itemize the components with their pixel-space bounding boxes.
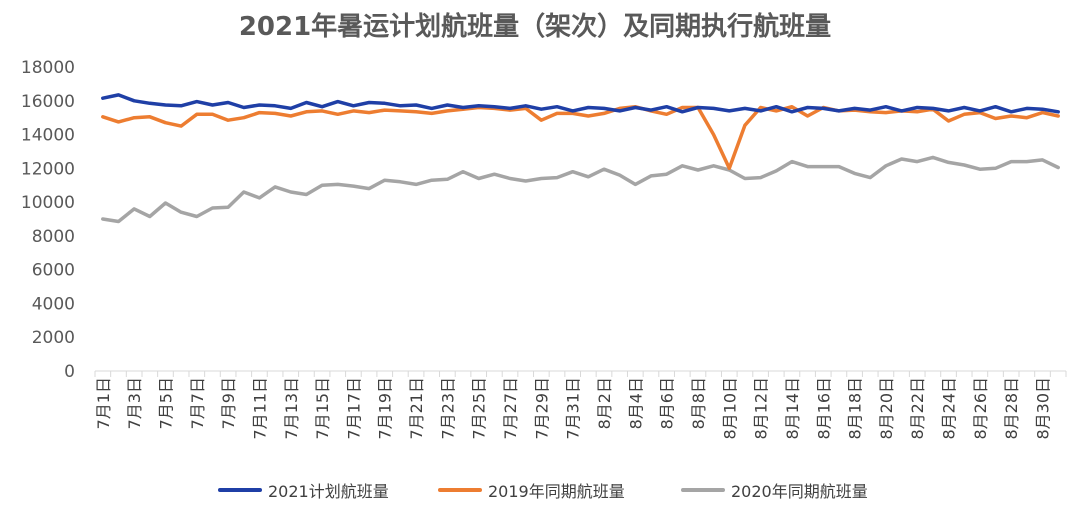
y-tick-label: 18000 <box>21 58 75 78</box>
x-tick-label: 8月20日 <box>877 377 896 440</box>
x-tick-label: 7月25日 <box>470 377 489 440</box>
legend-label-2020: 2020年同期航班量 <box>731 482 868 501</box>
x-tick-label: 8月28日 <box>1002 377 1021 440</box>
x-tick-label: 7月15日 <box>313 377 332 440</box>
x-tick-label: 8月4日 <box>626 377 645 429</box>
legend-swatch-2019 <box>438 488 482 492</box>
x-tick-label: 7月17日 <box>344 377 363 440</box>
x-tick-label: 7月19日 <box>376 377 395 440</box>
legend-swatch-2020 <box>681 488 725 492</box>
legend-item-2020: 2020年同期航班量 <box>681 478 868 502</box>
x-tick-label: 8月26日 <box>971 377 990 440</box>
y-tick-label: 4000 <box>32 294 75 314</box>
legend-item-2019: 2019年同期航班量 <box>438 478 625 502</box>
series-line-1 <box>101 104 1060 171</box>
x-tick-label: 7月27日 <box>501 377 520 440</box>
legend-swatch-2021 <box>218 488 262 492</box>
x-axis-ticks <box>94 371 1067 377</box>
x-tick-label: 8月12日 <box>752 377 771 440</box>
x-tick-label: 8月16日 <box>814 377 833 440</box>
y-axis-labels: 0 2000 4000 6000 8000 10000 12000 14000 16000 180… <box>21 58 75 382</box>
x-tick-label: 8月8日 <box>689 377 708 429</box>
series-line-0 <box>101 93 1060 114</box>
x-tick-label: 8月10日 <box>720 377 739 440</box>
x-tick-label: 8月30日 <box>1034 377 1053 440</box>
x-tick-label: 8月14日 <box>783 377 802 440</box>
x-tick-label: 7月5日 <box>156 377 175 429</box>
x-tick-label: 7月1日 <box>94 377 113 429</box>
y-tick-label: 2000 <box>32 328 75 348</box>
x-tick-label: 8月6日 <box>658 377 677 429</box>
x-tick-label: 7月31日 <box>564 377 583 440</box>
x-tick-label: 8月2日 <box>595 377 614 429</box>
x-tick-label: 8月24日 <box>940 377 959 440</box>
x-tick-label: 7月29日 <box>532 377 551 440</box>
x-tick-label: 7月13日 <box>282 377 301 440</box>
y-tick-label: 8000 <box>32 227 75 247</box>
legend-item-2021: 2021计划航班量 <box>218 478 389 502</box>
x-tick-label: 7月23日 <box>438 377 457 440</box>
y-tick-label: 0 <box>64 362 75 382</box>
y-tick-label: 10000 <box>21 193 75 213</box>
legend-label-2021: 2021计划航班量 <box>268 482 389 501</box>
chart-legend: 2021计划航班量 2019年同期航班量 2020年同期航班量 <box>0 478 1070 502</box>
chart-title-text: 2021年暑运计划航班量（架次）及同期执行航班量 <box>238 12 832 42</box>
x-tick-label: 7月3日 <box>125 377 144 429</box>
y-tick-label: 6000 <box>32 261 75 281</box>
x-tick-label: 7月11日 <box>250 377 269 440</box>
series-lines <box>101 93 1060 224</box>
x-tick-label: 7月9日 <box>219 377 238 429</box>
chart-title: 2021年暑运计划航班量（架次）及同期执行航班量 <box>0 6 1070 43</box>
y-tick-label: 16000 <box>21 92 75 112</box>
y-tick-label: 12000 <box>21 159 75 179</box>
x-tick-label: 7月21日 <box>407 377 426 440</box>
series-line-2 <box>101 155 1060 224</box>
y-tick-label: 14000 <box>21 126 75 146</box>
x-tick-label: 8月22日 <box>908 377 927 440</box>
x-tick-label: 7月7日 <box>188 377 207 429</box>
line-chart: 0 2000 4000 6000 8000 10000 12000 14000 16000 180… <box>21 58 1067 440</box>
x-tick-label: 8月18日 <box>846 377 865 440</box>
legend-label-2019: 2019年同期航班量 <box>488 482 625 501</box>
x-axis-labels: 7月1日 7月3日 7月5日 7月7日 7月9日 7月11日 7月13日 7月15日 7月17日… <box>94 377 1053 440</box>
